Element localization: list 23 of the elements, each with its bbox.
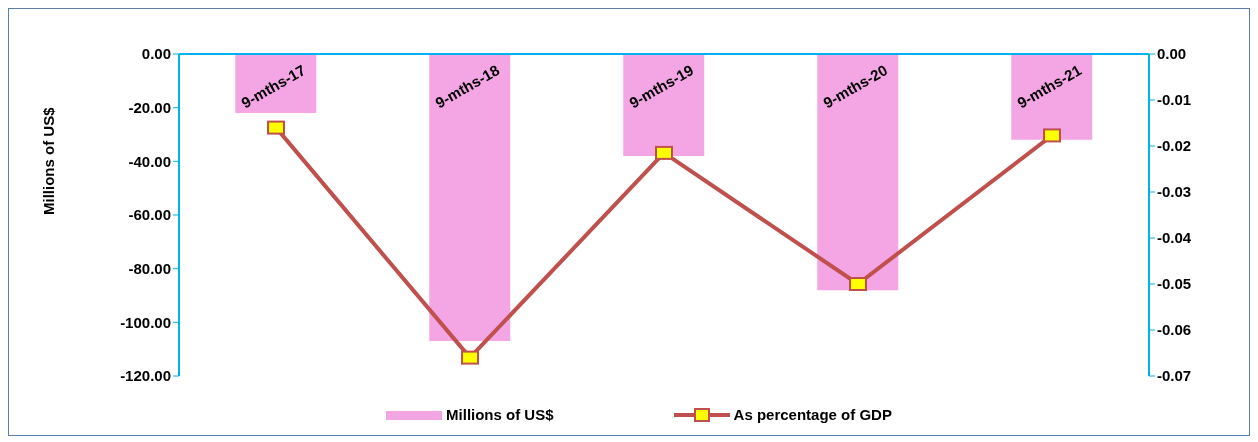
y-tick-label: -80.00 (128, 259, 171, 277)
y-tick-label: -120.00 (120, 367, 171, 385)
legend-label: Millions of US$ (446, 406, 554, 423)
point (461, 350, 479, 365)
y-tick-label: -20.00 (128, 98, 171, 116)
point (267, 120, 285, 135)
y2-tick-label: -0.03 (1157, 183, 1192, 201)
y2-tick-label: -0.02 (1157, 137, 1192, 155)
y-tick-label: -60.00 (128, 206, 171, 224)
legend-label: As percentage of GDP (733, 406, 892, 423)
y2-tick-label: -0.06 (1157, 321, 1192, 339)
y2-tick-label: -0.07 (1157, 367, 1192, 385)
y2-tick-label: -0.01 (1157, 91, 1192, 109)
y-tick-label: -40.00 (128, 152, 171, 170)
y-axis-title: Millions of US$ (40, 106, 58, 215)
y2-tick-label: -0.04 (1157, 229, 1192, 247)
point (655, 145, 673, 160)
y2-tick-label: 0.00 (1157, 45, 1187, 63)
y-tick-label: -100.00 (120, 313, 171, 331)
point (1043, 128, 1061, 143)
y2-tick-label: -0.05 (1157, 275, 1192, 293)
point (849, 277, 867, 291)
y-tick-label: 0.00 (141, 45, 171, 63)
